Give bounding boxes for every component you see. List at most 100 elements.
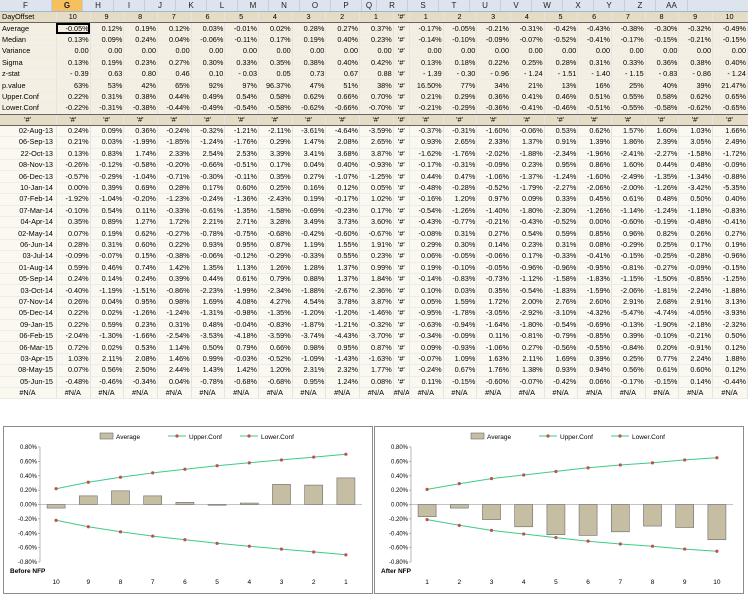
row-label[interactable]: Lower.Conf [0, 102, 57, 115]
row-label[interactable]: p.value [0, 79, 57, 92]
cell[interactable]: 1.55% [325, 239, 361, 252]
cell[interactable]: -0.20% [123, 193, 158, 206]
cell[interactable]: 0.35% [258, 170, 293, 183]
cell[interactable]: -0.62% [292, 102, 327, 115]
cell[interactable]: 0.07% [56, 364, 91, 377]
cell[interactable]: 0.44% [409, 170, 444, 183]
chart-before-nfp[interactable]: Average Upper.Conf Lower.Conf 0.80% 0.60% 0.4… [3, 426, 373, 594]
cell[interactable]: 0.23% [123, 57, 158, 69]
cell[interactable]: 1.37% [325, 273, 361, 286]
cell[interactable]: '#' [224, 114, 260, 126]
cell[interactable]: 1.37% [325, 262, 361, 275]
cell[interactable]: 6 [577, 12, 613, 24]
cell[interactable]: -0.95% [409, 307, 444, 320]
cell[interactable]: '#' [645, 114, 680, 126]
cell[interactable]: -0.42% [292, 227, 327, 240]
cell[interactable]: 0.38% [292, 57, 327, 69]
cell[interactable]: -0.81% [510, 330, 545, 343]
cell[interactable]: 3.73% [325, 216, 361, 229]
cell[interactable]: 0.46% [544, 91, 579, 104]
cell[interactable]: -1.35% [645, 170, 680, 183]
cell[interactable]: -0.17% [611, 34, 646, 47]
cell[interactable]: #N/A [577, 387, 613, 400]
cell[interactable]: -1.24% [645, 205, 680, 218]
cell[interactable]: 0.50% [712, 330, 748, 343]
cell[interactable]: -0.49% [712, 22, 748, 35]
cell[interactable]: 0.30% [191, 57, 226, 69]
cell[interactable]: -0.33% [157, 205, 192, 218]
cell[interactable]: 1.69% [191, 296, 226, 309]
cell[interactable]: 2.68% [645, 296, 680, 309]
cell[interactable]: #N/A [544, 387, 579, 400]
cell[interactable]: 7 [611, 12, 646, 24]
cell[interactable]: '#' [510, 114, 545, 126]
cell[interactable]: -1.14% [611, 205, 646, 218]
cell[interactable]: -0.52% [544, 216, 579, 229]
cell[interactable]: -0.79% [544, 330, 579, 343]
cell[interactable]: 97% [224, 79, 260, 92]
cell[interactable]: 1.60% [645, 125, 680, 138]
cell[interactable]: -2.49% [611, 170, 646, 183]
cell[interactable]: '#' [712, 114, 748, 126]
cell[interactable]: 0.49% [191, 91, 226, 104]
separator-cell[interactable]: '#' [393, 353, 411, 366]
cell[interactable]: 0.69% [123, 182, 158, 195]
cell[interactable]: 0.05 [258, 68, 293, 81]
cell[interactable]: -0.66% [325, 102, 361, 115]
cell[interactable]: '#' [544, 114, 579, 126]
cell[interactable]: 2.24% [678, 353, 714, 366]
cell[interactable]: '#' [476, 114, 512, 126]
cell[interactable]: #N/A [123, 387, 158, 400]
cell[interactable]: 0.00 [611, 45, 646, 58]
cell[interactable]: 0.21% [409, 91, 444, 104]
cell[interactable]: 0.59% [544, 227, 579, 240]
cell[interactable]: 0.22% [157, 239, 192, 252]
cell[interactable]: 0.00 [712, 45, 748, 58]
cell[interactable]: -2.41% [611, 148, 646, 161]
cell[interactable]: 0.39% [157, 273, 192, 286]
cell[interactable]: 0.46% [90, 262, 125, 275]
cell[interactable]: -2.04% [56, 330, 91, 343]
cell[interactable]: -0.96% [544, 262, 579, 275]
cell[interactable]: -1.88% [510, 148, 545, 161]
cell[interactable]: #N/A [645, 387, 680, 400]
cell[interactable]: -0.55% [577, 341, 613, 354]
cell[interactable]: -1.83% [544, 284, 579, 297]
cell[interactable]: 0.87% [258, 239, 293, 252]
cell[interactable]: - 1.15 [611, 68, 646, 81]
chart-after-nfp[interactable]: Average Upper.Conf Lower.Conf 0.80% 0.60% 0.4… [374, 426, 744, 594]
cell[interactable]: 0.67 [325, 68, 361, 81]
cell[interactable]: 0.35% [258, 57, 293, 69]
cell[interactable]: 2.65% [443, 136, 478, 149]
cell[interactable]: 1.72% [476, 296, 512, 309]
cell[interactable]: 21.47% [712, 79, 748, 92]
cell[interactable]: -0.12% [90, 159, 125, 172]
cell[interactable]: 47% [292, 79, 327, 92]
cell[interactable]: 2.11% [90, 353, 125, 366]
cell[interactable]: 1.72% [157, 216, 192, 229]
cell[interactable]: #N/A [359, 387, 394, 400]
cell[interactable]: -0.15% [712, 34, 748, 47]
cell[interactable]: 0.14% [476, 239, 512, 252]
cell[interactable]: -1.09% [292, 353, 327, 366]
cell[interactable]: -0.14% [409, 34, 444, 47]
cell[interactable]: 0.35% [56, 216, 91, 229]
row-label[interactable]: 05-Sep-14 [0, 273, 57, 286]
cell[interactable]: 0.27% [476, 227, 512, 240]
cell[interactable]: '#' [258, 114, 293, 126]
cell[interactable]: -0.48% [56, 376, 91, 388]
cell[interactable]: 0.00 [678, 45, 714, 58]
cell[interactable]: 0.54% [224, 91, 260, 104]
row-label[interactable]: z-stat [0, 68, 57, 81]
cell[interactable]: -0.41% [577, 34, 613, 47]
cell[interactable]: 0.31% [577, 57, 613, 69]
cell[interactable]: 0.86% [577, 159, 613, 172]
cell[interactable]: - 1.40 [577, 68, 613, 81]
separator-cell[interactable]: '#' [393, 273, 411, 286]
cell[interactable]: 0.39% [577, 353, 613, 366]
cell[interactable]: 0.70% [359, 91, 394, 104]
cell[interactable]: 0.98% [157, 296, 192, 309]
cell[interactable]: -1.80% [510, 205, 545, 218]
cell[interactable]: -1.04% [123, 170, 158, 183]
cell[interactable]: #N/A [191, 387, 226, 400]
